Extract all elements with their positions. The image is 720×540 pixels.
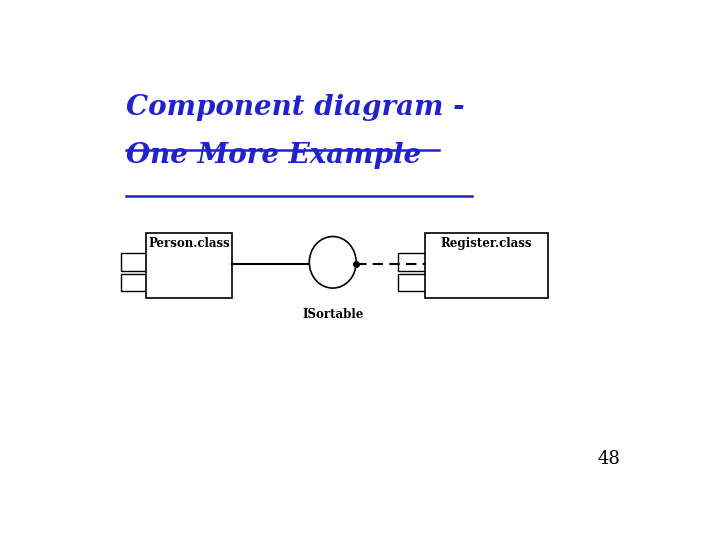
Bar [121, 274, 148, 292]
Text: One More Example: One More Example [126, 141, 421, 168]
Bar [398, 253, 426, 271]
Text: ISortable: ISortable [302, 308, 364, 321]
Bar [425, 233, 547, 298]
Bar [145, 233, 233, 298]
Text: Register.class: Register.class [441, 238, 532, 251]
Bar [398, 274, 426, 292]
Text: 48: 48 [597, 450, 620, 468]
Bar [121, 253, 148, 271]
Text: Component diagram -: Component diagram - [126, 94, 465, 121]
Ellipse shape [310, 237, 356, 288]
Text: Person.class: Person.class [148, 238, 230, 251]
